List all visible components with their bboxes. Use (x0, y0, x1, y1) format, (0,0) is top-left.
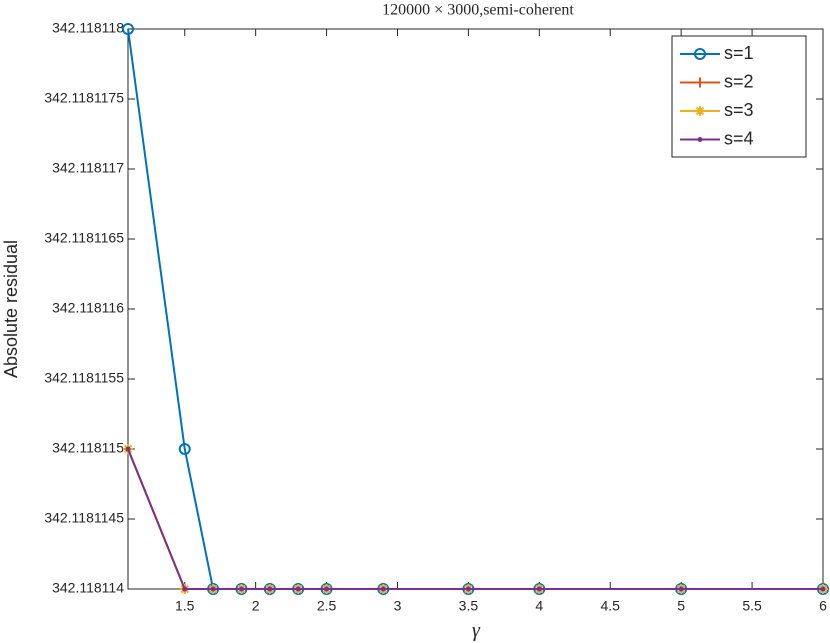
x-tick-label: 2.5 (317, 598, 337, 614)
marker (267, 586, 273, 592)
legend: s=1 s=2 s=3 s=4 (671, 35, 807, 158)
marker (178, 443, 191, 455)
x-tick-label: 3.5 (459, 598, 479, 614)
x-axis-label: γ (472, 620, 481, 642)
marker (238, 586, 244, 592)
marker (121, 23, 135, 35)
marker (465, 586, 471, 592)
y-tick-label: 342.118117 (52, 160, 124, 176)
legend-marker (693, 48, 707, 60)
chart-title: 120000 × 3000,semi-coherent (382, 2, 574, 19)
series-line (127, 448, 823, 590)
x-tick-label: 1.5 (175, 598, 195, 614)
marker (295, 586, 301, 592)
y-tick-label: 342.118115 (52, 440, 124, 456)
x-tick-label: 2 (252, 598, 260, 614)
y-tick-label: 342.1181155 (44, 370, 124, 386)
y-axis-label: Absolute residual (1, 240, 21, 378)
marker (182, 586, 188, 592)
marker (536, 586, 542, 592)
x-tick-label: 6 (819, 598, 827, 614)
marker (210, 586, 216, 592)
y-tick-label: 342.118118 (52, 20, 124, 36)
x-tick-label: 3 (394, 598, 402, 614)
marker (125, 446, 131, 452)
legend-marker (695, 77, 705, 88)
legend-label: s=1 (724, 43, 754, 63)
y-tick-label: 342.1181145 (44, 510, 124, 526)
legend-label: s=3 (724, 100, 754, 120)
x-tick-label: 4.5 (601, 598, 621, 614)
marker (820, 586, 826, 592)
y-tick-label: 342.1181165 (44, 230, 124, 246)
marker (324, 586, 330, 592)
legend-label: s=2 (724, 71, 754, 91)
y-tick-label: 342.1181175 (44, 90, 124, 106)
x-tick-label: 4 (535, 598, 543, 614)
legend-marker (695, 106, 705, 116)
y-tick-label: 342.118116 (52, 300, 124, 316)
legend-box (671, 35, 807, 158)
marker (678, 586, 684, 592)
marker (380, 586, 386, 592)
legend-label: s=4 (724, 128, 754, 148)
x-tick-label: 5 (677, 598, 685, 614)
x-tick-label: 5.5 (742, 598, 762, 614)
y-tick-label: 342.118114 (52, 580, 124, 596)
legend-marker (697, 137, 703, 142)
